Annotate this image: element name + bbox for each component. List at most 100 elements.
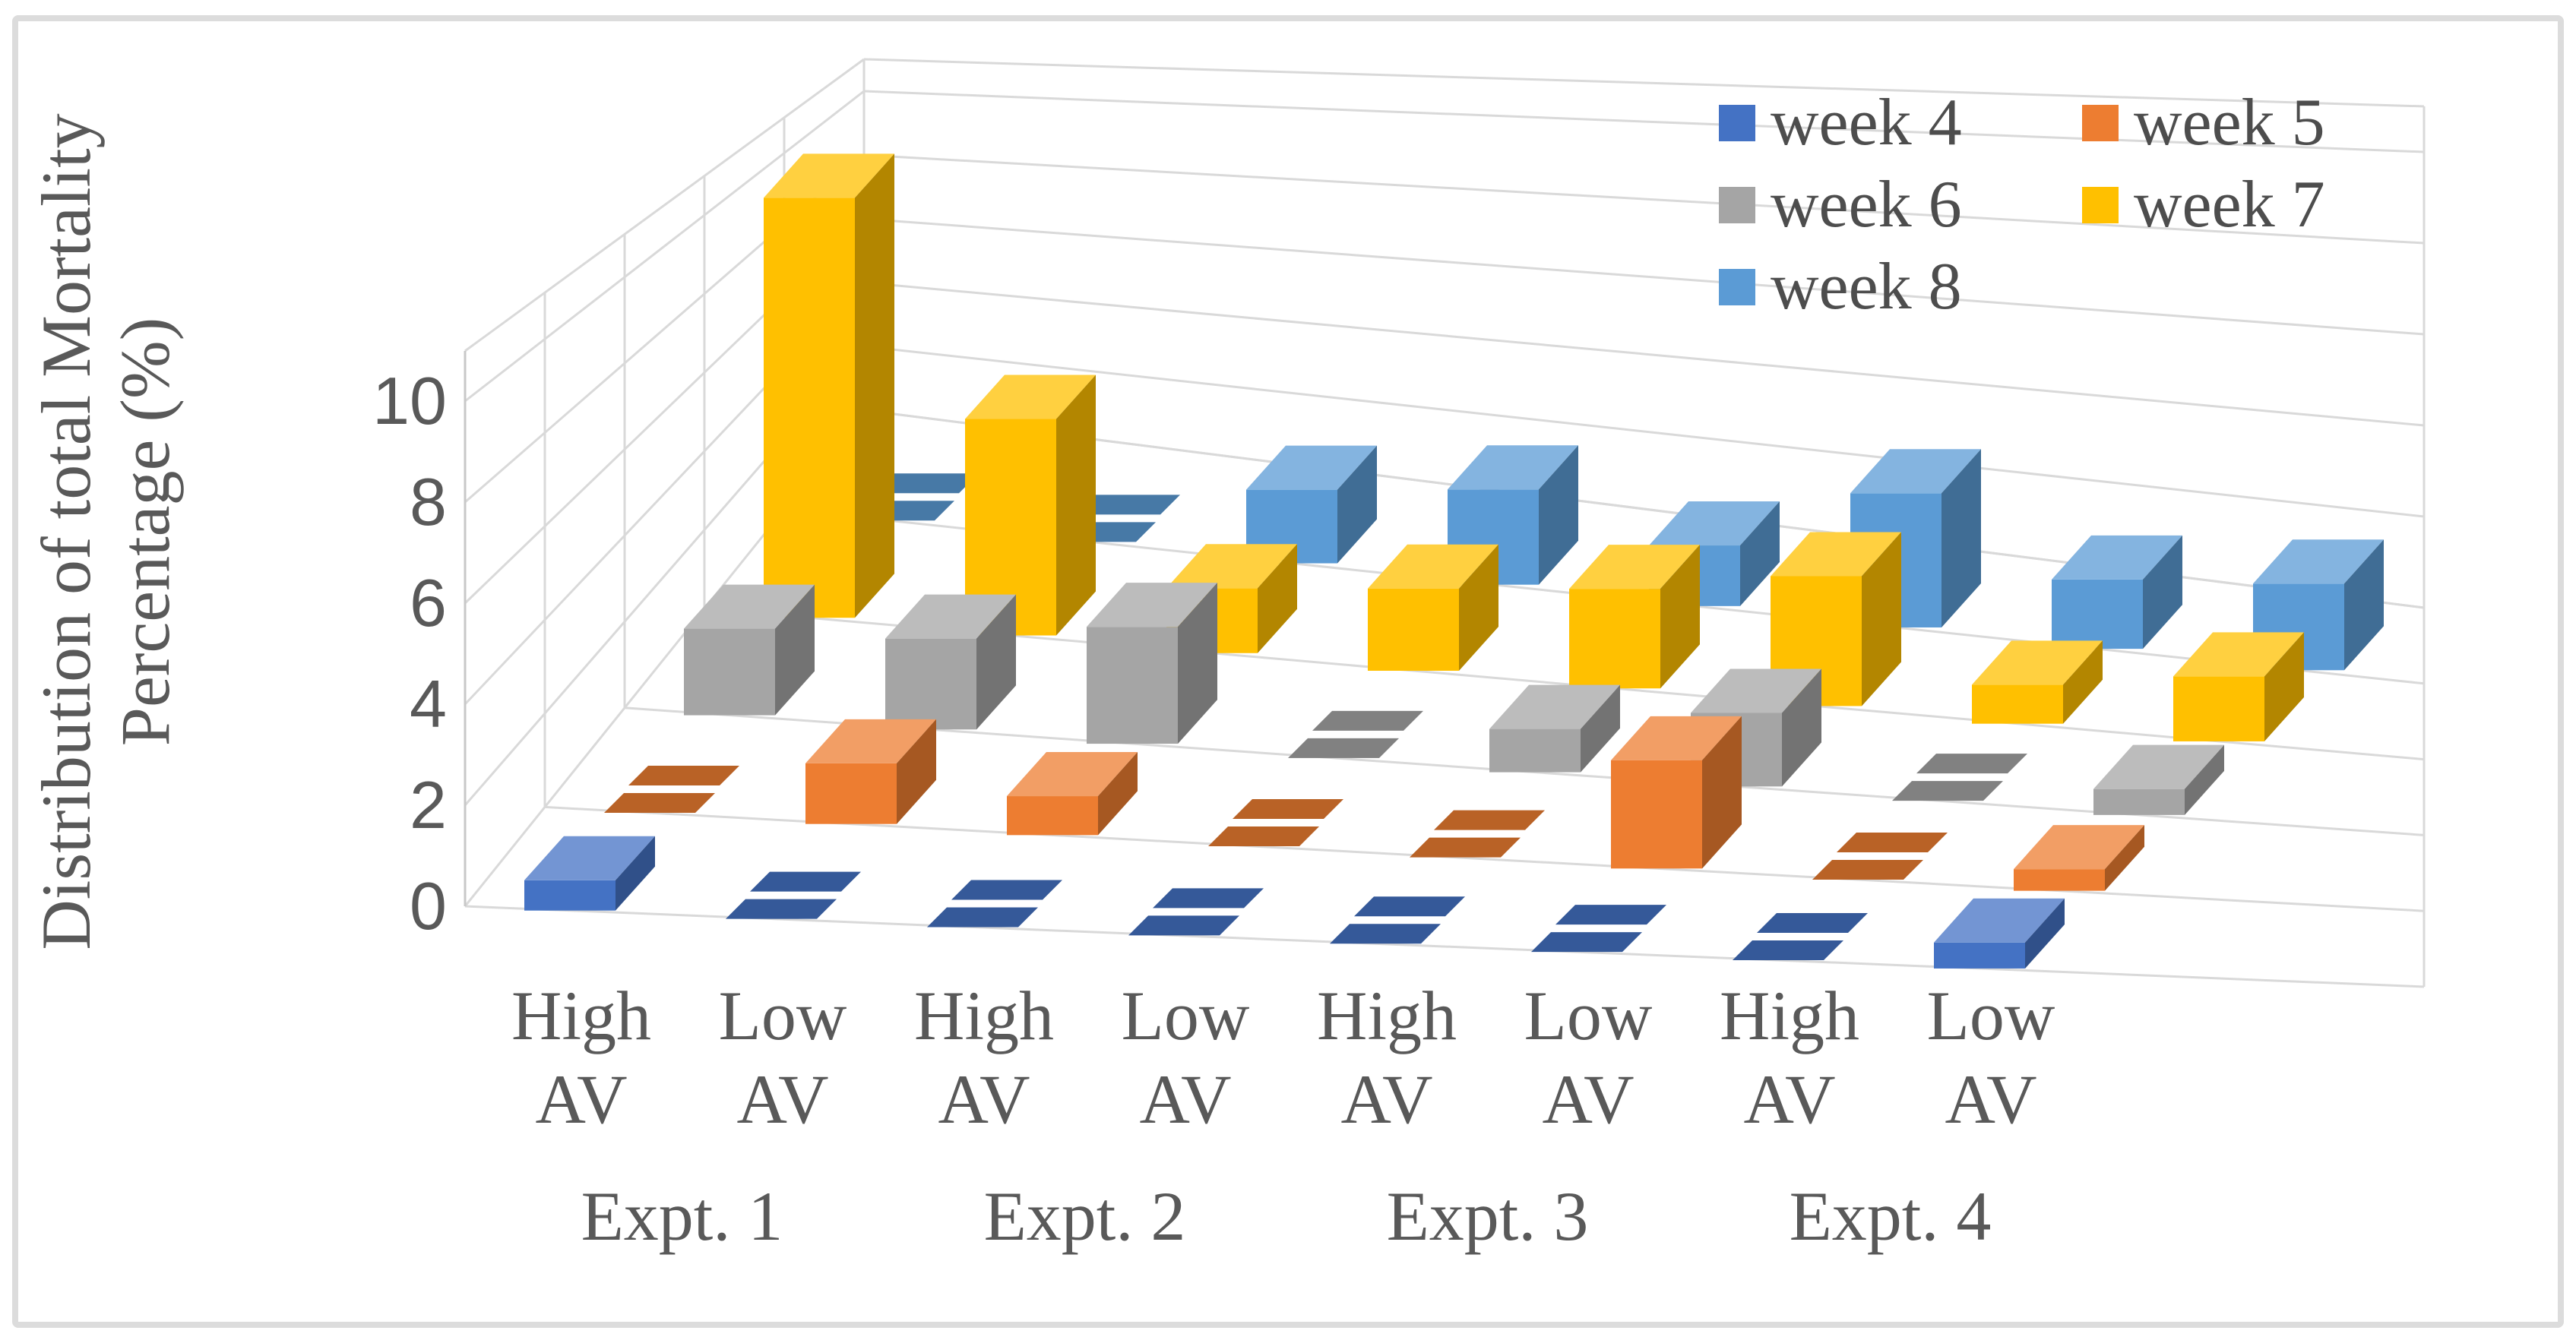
bar-expt-1-low-av-week-4-flat <box>750 871 861 892</box>
legend-item-week-4: week 4 <box>1719 90 2082 156</box>
y-tick-label-6: 6 <box>410 565 447 640</box>
bar-expt-1-low-av-week-8-flat <box>1069 495 1180 515</box>
bar-expt-3-high-av-week-6-side <box>1581 684 1620 773</box>
bar-expt-4-low-av-week-8-side <box>2344 539 2384 671</box>
bar-expt-4-high-av-week-5-flat <box>1812 859 1923 880</box>
bar-expt-2-low-av-week-8-side <box>1539 445 1578 585</box>
bar-expt-1-high-av-week-6-top <box>684 584 815 629</box>
legend-label: week 4 <box>1771 86 1962 160</box>
bar-expt-4-low-av-week-7-top <box>2173 632 2304 677</box>
bar-expt-4-high-av-week-6-flat <box>1892 781 2003 801</box>
bar-expt-2-high-av-week-6-top <box>1087 583 1217 627</box>
bar-expt-4-low-av-week-6 <box>2093 744 2224 815</box>
bar-expt-4-low-av-week-8-top <box>2253 539 2384 584</box>
bar-expt-3-high-av-week-7 <box>1569 545 1700 689</box>
bar-expt-1-high-av-week-7-top <box>764 153 894 198</box>
bar-expt-1-high-av-week-4-side <box>616 836 655 911</box>
bar-expt-2-low-av-week-6-flat <box>1312 710 1423 731</box>
category-label-2-line-2: AV <box>736 1060 828 1138</box>
bar-expt-1-low-av-week-5 <box>805 719 936 824</box>
bar-expt-4-low-av-week-4-top <box>1934 898 2065 943</box>
legend-swatch-icon <box>1719 269 1755 305</box>
legend-swatch-icon <box>2082 187 2119 223</box>
legend-item-week-8: week 8 <box>1719 254 2082 321</box>
bar-expt-2-high-av-week-8-side <box>1337 445 1377 564</box>
floor-row-line <box>464 905 2425 988</box>
legend-swatch-icon <box>1719 105 1755 141</box>
bar-expt-4-low-av-week-4-front <box>1934 942 2025 969</box>
legend-swatch-icon <box>1719 187 1755 223</box>
bar-expt-3-low-av-week-4-flat <box>1531 932 1642 953</box>
bar-expt-3-low-av-week-5-side <box>1702 716 1742 869</box>
y-tick-label-10: 10 <box>372 363 447 438</box>
bar-expt-2-high-av-week-5-side <box>1098 752 1138 836</box>
bar-expt-3-low-av-week-8-top <box>1850 449 1981 494</box>
bar-expt-3-low-av-week-4-flat <box>1555 905 1666 925</box>
legend-label: week 6 <box>1771 168 1962 242</box>
bar-expt-3-high-av-week-7-front <box>1569 589 1660 689</box>
category-label-8-line-2: AV <box>1945 1060 2036 1138</box>
bar-expt-1-high-av-week-5-flat <box>604 793 715 814</box>
category-label-2-line-1: Low <box>719 977 847 1054</box>
bar-expt-4-high-av-week-4-flat <box>1757 913 1868 934</box>
legend-item-week-7: week 7 <box>2082 172 2325 239</box>
bar-expt-4-high-av-week-8-front <box>2052 579 2143 649</box>
y-tick-label-0: 0 <box>410 868 447 943</box>
category-label-5-line-1: High <box>1317 977 1457 1054</box>
bar-expt-1-low-av-week-7-side <box>1056 375 1096 636</box>
bar-expt-1-high-av-week-4 <box>524 836 655 911</box>
bar-expt-4-high-av-week-8-side <box>2143 535 2182 649</box>
bar-expt-2-high-av-week-4-flat <box>951 880 1062 900</box>
bar-expt-3-low-av-week-7-top <box>1771 532 1901 577</box>
bar-expt-2-high-av-week-6-side <box>1178 583 1217 744</box>
bar-expt-2-low-av-week-7-front <box>1368 588 1459 671</box>
bar-expt-4-low-av-week-7-side <box>2264 632 2304 741</box>
bar-expt-1-high-av-week-6 <box>684 584 815 716</box>
group-label-expt-2: Expt. 2 <box>984 1177 1186 1255</box>
bar-expt-4-low-av-week-7 <box>2173 632 2304 741</box>
back-wall-gridline <box>863 153 2425 245</box>
bar-expt-3-low-av-week-4 <box>1531 905 1666 953</box>
bar-expt-3-low-av-week-5 <box>1611 716 1742 869</box>
y-tick-label-4: 4 <box>410 666 447 741</box>
bar-expt-2-low-av-week-7 <box>1368 544 1498 671</box>
bar-expt-3-high-av-week-7-side <box>1660 545 1700 689</box>
bar-expt-4-high-av-week-8-top <box>2052 535 2182 580</box>
category-label-3-line-1: High <box>914 977 1054 1054</box>
back-wall-gridline <box>863 281 2425 427</box>
y-tick-label-8: 8 <box>410 464 447 539</box>
bar-expt-3-high-av-week-8-top <box>1649 501 1780 546</box>
figure-border <box>12 15 2564 1328</box>
bar-expt-3-high-av-week-6-top <box>1489 684 1620 729</box>
bar-expt-2-low-av-week-6-flat <box>1288 738 1399 758</box>
bar-expt-1-low-av-week-6 <box>885 594 1016 730</box>
bar-expt-1-high-av-week-7-side <box>855 153 894 618</box>
bar-expt-1-low-av-week-5-front <box>805 763 897 824</box>
bar-expt-1-low-av-week-7-top <box>965 375 1096 419</box>
bar-expt-4-low-av-week-5-front <box>2014 869 2105 891</box>
bar-expt-2-low-av-week-4-flat <box>1153 888 1264 909</box>
bar-expt-4-low-av-week-5-top <box>2014 825 2144 870</box>
legend-swatch-icon <box>2082 105 2119 141</box>
bar-expt-3-high-av-week-8-side <box>1740 501 1780 606</box>
bar-expt-3-low-av-week-6-side <box>1782 668 1821 787</box>
y-axis-title-line-1: Distribution of total Mortality <box>27 113 105 950</box>
bar-expt-4-high-av-week-5-flat <box>1837 832 1948 852</box>
bar-expt-4-high-av-week-7-front <box>1972 684 2063 724</box>
legend-label: week 8 <box>1771 250 1962 324</box>
bar-expt-4-low-av-week-4-side <box>2025 898 2065 969</box>
category-label-6-line-1: Low <box>1524 977 1653 1054</box>
bar-expt-2-high-av-week-4 <box>927 880 1062 928</box>
bar-expt-1-high-av-week-4-top <box>524 836 655 880</box>
bar-expt-2-high-av-week-8-top <box>1246 445 1377 490</box>
category-label-1-line-1: High <box>511 977 651 1054</box>
bar-expt-2-high-av-week-6 <box>1087 583 1217 744</box>
category-label-7-line-2: AV <box>1743 1060 1835 1138</box>
legend-label: week 7 <box>2134 168 2325 242</box>
category-label-3-line-2: AV <box>938 1060 1030 1138</box>
bar-expt-3-high-av-week-5-flat <box>1434 810 1545 830</box>
category-label-5-line-2: AV <box>1340 1060 1432 1138</box>
bar-expt-3-high-av-week-6 <box>1489 684 1620 773</box>
bar-expt-2-low-av-week-4-flat <box>1128 915 1239 936</box>
bar-expt-2-low-av-week-6 <box>1288 710 1423 758</box>
